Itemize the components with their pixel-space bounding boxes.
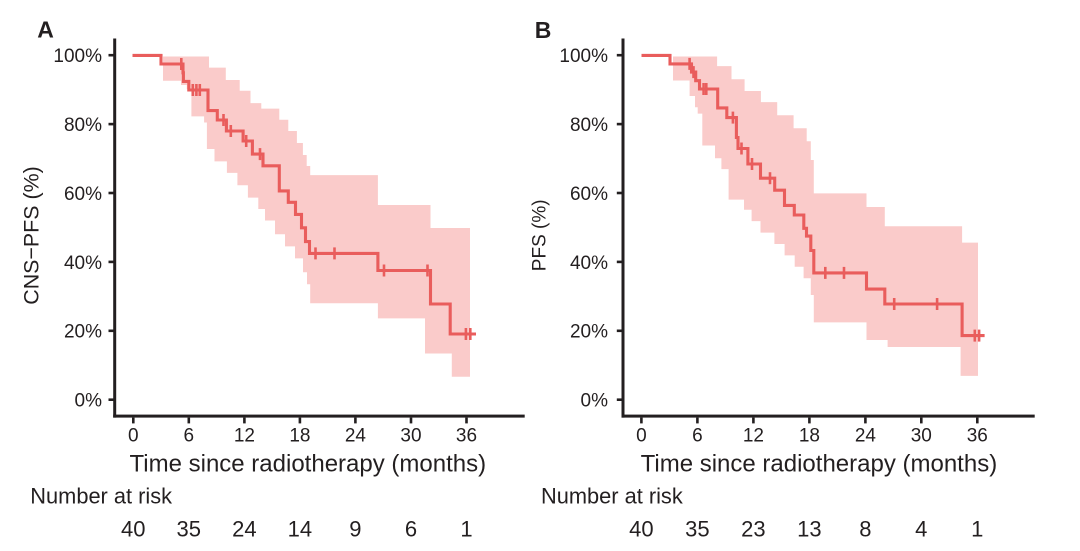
svg-text:14: 14 — [288, 517, 312, 542]
svg-text:100%: 100% — [53, 46, 102, 67]
svg-text:0%: 0% — [581, 391, 609, 412]
svg-text:0: 0 — [636, 425, 647, 446]
svg-text:A: A — [37, 16, 54, 42]
svg-text:20%: 20% — [64, 322, 102, 343]
svg-text:18: 18 — [289, 425, 310, 446]
svg-text:35: 35 — [685, 517, 709, 542]
svg-text:40: 40 — [629, 517, 653, 542]
svg-text:6: 6 — [405, 517, 417, 542]
svg-text:1: 1 — [460, 517, 472, 542]
svg-text:23: 23 — [741, 517, 765, 542]
svg-text:40: 40 — [121, 517, 145, 542]
svg-text:60%: 60% — [64, 184, 102, 205]
svg-text:PFS (%): PFS (%) — [529, 199, 550, 271]
svg-text:CNS−PFS (%): CNS−PFS (%) — [20, 166, 44, 304]
svg-text:0: 0 — [128, 425, 139, 446]
svg-text:13: 13 — [797, 517, 821, 542]
svg-text:36: 36 — [456, 425, 477, 446]
svg-text:36: 36 — [967, 425, 988, 446]
svg-text:9: 9 — [349, 517, 361, 542]
svg-text:100%: 100% — [559, 46, 608, 67]
svg-text:20%: 20% — [570, 322, 608, 343]
svg-text:12: 12 — [234, 425, 255, 446]
svg-text:4: 4 — [915, 517, 927, 542]
svg-text:6: 6 — [184, 425, 195, 446]
svg-text:6: 6 — [692, 425, 703, 446]
svg-text:Time since radiotherapy (month: Time since radiotherapy (months) — [130, 450, 487, 477]
svg-text:0%: 0% — [75, 391, 103, 412]
svg-text:80%: 80% — [570, 115, 608, 136]
svg-text:24: 24 — [345, 425, 367, 446]
svg-text:Number at risk: Number at risk — [541, 484, 683, 509]
svg-text:Time since radiotherapy (month: Time since radiotherapy (months) — [641, 450, 998, 477]
svg-text:60%: 60% — [570, 184, 608, 205]
svg-text:24: 24 — [232, 517, 256, 542]
svg-text:24: 24 — [855, 425, 877, 446]
svg-text:18: 18 — [799, 425, 820, 446]
svg-text:35: 35 — [177, 517, 201, 542]
svg-text:40%: 40% — [570, 253, 608, 274]
svg-text:Number at risk: Number at risk — [30, 484, 172, 509]
svg-text:8: 8 — [859, 517, 871, 542]
svg-text:12: 12 — [743, 425, 764, 446]
svg-text:30: 30 — [400, 425, 421, 446]
svg-text:B: B — [535, 17, 552, 43]
svg-text:30: 30 — [911, 425, 932, 446]
svg-text:1: 1 — [971, 517, 983, 542]
svg-text:80%: 80% — [64, 115, 102, 136]
svg-text:40%: 40% — [64, 253, 102, 274]
